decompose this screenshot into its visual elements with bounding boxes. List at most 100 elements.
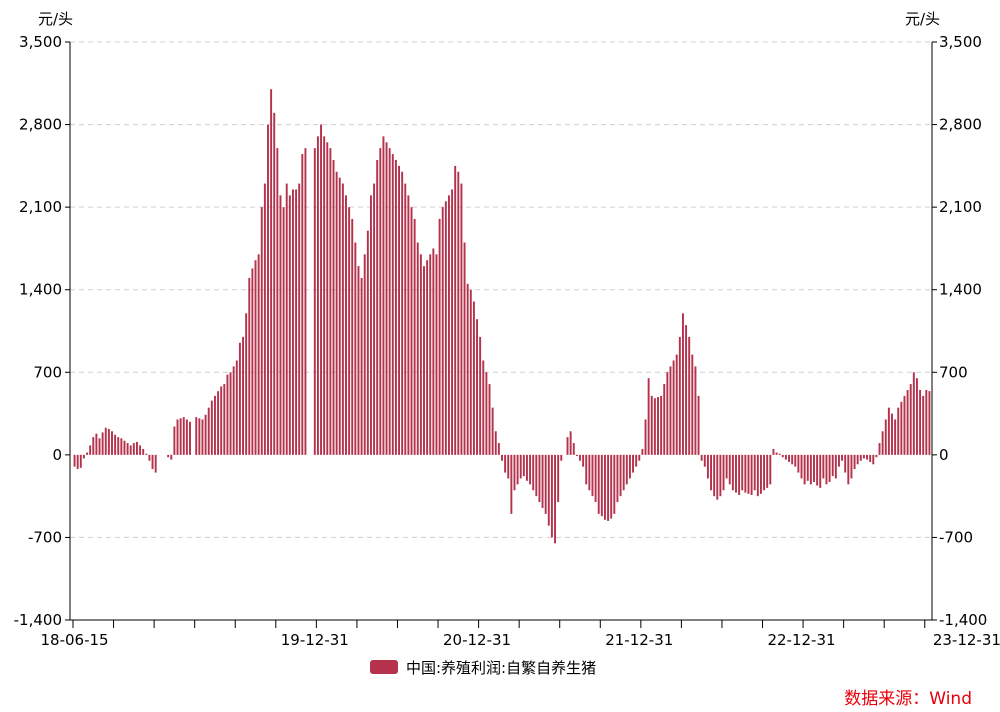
bar <box>114 434 117 455</box>
bar <box>688 336 691 455</box>
bar <box>541 454 544 508</box>
bar <box>744 454 747 493</box>
bar <box>516 454 519 485</box>
bar <box>653 398 656 455</box>
bar <box>210 400 213 455</box>
bar <box>170 454 173 460</box>
bar <box>267 124 269 455</box>
x-tick-label: 18-06-15 <box>41 631 109 649</box>
bar <box>759 454 762 494</box>
bar <box>685 325 688 455</box>
bar <box>382 136 385 455</box>
bar <box>301 154 304 455</box>
bar <box>132 443 135 455</box>
bar <box>479 336 482 455</box>
bar <box>753 454 756 491</box>
bar <box>345 195 347 455</box>
bar <box>135 441 138 455</box>
bar <box>326 142 329 455</box>
bar <box>897 407 900 455</box>
bar <box>338 177 341 455</box>
bar <box>731 454 734 491</box>
bar <box>86 452 88 455</box>
bar <box>660 395 663 455</box>
bar <box>600 454 603 517</box>
bar <box>185 419 188 455</box>
bar <box>666 372 669 455</box>
bar <box>716 454 719 500</box>
bar <box>335 171 338 455</box>
bar <box>354 242 357 455</box>
bar <box>220 386 223 455</box>
bar <box>444 201 447 455</box>
bar <box>73 454 76 467</box>
bar <box>460 183 463 455</box>
right-tick-label: 2,100 <box>939 198 982 216</box>
bar <box>825 454 828 485</box>
x-tick-label: 19-12-31 <box>281 631 349 649</box>
bar <box>245 313 248 455</box>
bar <box>641 448 644 455</box>
bar <box>816 454 819 486</box>
bar <box>650 395 653 455</box>
bar <box>894 419 897 455</box>
bar <box>76 454 79 470</box>
bar <box>238 342 241 455</box>
bar <box>919 389 922 455</box>
bar <box>788 454 790 462</box>
bar <box>173 426 176 455</box>
left-tick-label: 0 <box>52 446 62 464</box>
bar <box>550 454 553 538</box>
bar <box>675 354 678 455</box>
bar <box>139 445 142 455</box>
bar <box>519 454 522 479</box>
bar <box>884 419 887 455</box>
bar <box>235 360 238 455</box>
bar <box>806 454 809 481</box>
bar <box>881 431 884 455</box>
bar <box>725 454 728 479</box>
x-tick-label: 23-12-31 <box>933 631 1000 649</box>
bar <box>426 260 429 455</box>
bar <box>694 366 697 455</box>
bar <box>610 454 613 519</box>
bar <box>376 159 379 455</box>
bar <box>766 454 769 488</box>
bar <box>126 443 129 455</box>
bar <box>276 148 279 455</box>
bar <box>735 454 737 493</box>
bar <box>603 454 606 520</box>
bar <box>104 427 107 455</box>
bar <box>398 165 400 455</box>
bar <box>282 207 285 455</box>
bar <box>625 454 628 485</box>
bar <box>750 454 753 495</box>
bar <box>769 454 772 485</box>
bar <box>797 454 800 473</box>
bar <box>117 437 120 455</box>
bar <box>756 454 759 497</box>
bar <box>635 454 638 467</box>
bar <box>151 454 154 470</box>
bar <box>101 432 104 455</box>
bar <box>472 301 475 455</box>
bar <box>875 454 878 458</box>
bar <box>922 395 925 455</box>
bar <box>148 454 151 461</box>
bar <box>357 266 360 455</box>
bar <box>154 454 157 473</box>
bar <box>167 454 170 458</box>
bar <box>691 354 694 455</box>
bar <box>494 431 497 455</box>
right-unit-label: 元/头 <box>905 10 940 28</box>
bar <box>915 378 918 455</box>
bar <box>466 283 469 455</box>
bar <box>632 454 634 473</box>
bar <box>678 336 681 455</box>
bar <box>242 336 244 455</box>
bar <box>179 418 182 455</box>
bar <box>906 389 909 455</box>
bar <box>878 443 881 455</box>
bar <box>232 366 235 455</box>
bar <box>803 454 806 485</box>
